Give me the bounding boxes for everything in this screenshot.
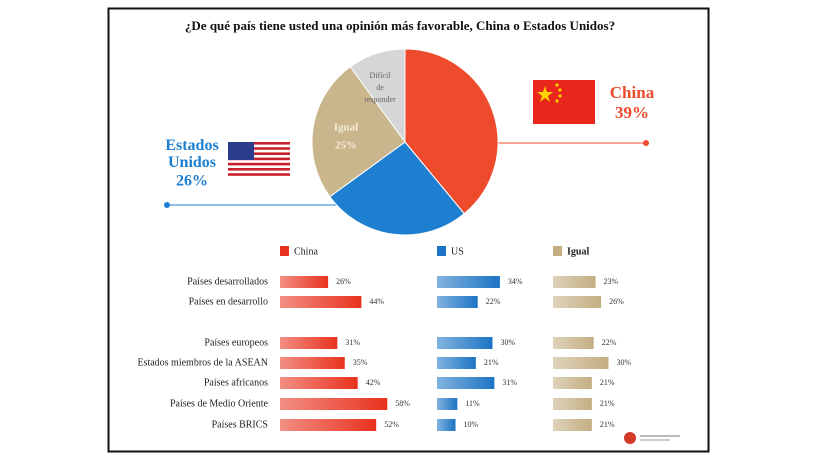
bar-value-label: 22% <box>486 297 501 306</box>
bar-value-label: 44% <box>369 297 384 306</box>
connector-dot <box>643 140 649 146</box>
legend-swatch <box>553 246 562 256</box>
bar-value-label: 42% <box>366 378 381 387</box>
slice-label: Estados Unidos <box>165 137 218 171</box>
bar <box>280 377 358 389</box>
bar <box>437 377 495 389</box>
row-label: Países africanos <box>204 377 268 388</box>
bar-value-label: 31% <box>502 378 517 387</box>
pie-slice <box>311 66 406 198</box>
bar <box>280 337 338 349</box>
logo <box>624 432 680 444</box>
legend-label: US <box>451 246 464 257</box>
bar <box>280 296 362 308</box>
bar-value-label: 30% <box>617 358 632 367</box>
bar <box>280 276 329 288</box>
bar <box>437 357 476 369</box>
bar <box>553 377 592 389</box>
bar <box>437 337 493 349</box>
bar-value-label: 21% <box>600 378 615 387</box>
row-label: Países de Medio Oriente <box>170 398 269 409</box>
china-flag <box>533 80 595 124</box>
slice-value-label: 26% <box>176 173 208 190</box>
row-label: Países en desarrollo <box>189 296 268 307</box>
bar <box>437 398 458 410</box>
bar <box>553 337 594 349</box>
bar-value-label: 21% <box>484 358 499 367</box>
bar <box>437 276 500 288</box>
bar-value-label: 26% <box>336 277 351 286</box>
row-label: Estados miembros de la ASEAN <box>137 357 268 368</box>
bar-value-label: 22% <box>602 338 617 347</box>
bar <box>553 419 592 431</box>
legend-swatch <box>280 246 289 256</box>
legend-label: Igual <box>567 246 589 257</box>
bar-value-label: 30% <box>501 338 516 347</box>
bar-value-label: 34% <box>508 277 523 286</box>
row-label: Países europeos <box>204 337 268 348</box>
slice-label: China <box>610 83 655 102</box>
connector-dot <box>164 202 170 208</box>
pie-slice <box>404 48 499 215</box>
bar <box>280 398 388 410</box>
pie-slice <box>329 141 465 236</box>
bar-value-label: 21% <box>600 420 615 429</box>
bar-value-label: 21% <box>600 399 615 408</box>
bar <box>553 357 609 369</box>
slice-value-label: 25% <box>335 140 357 152</box>
chart-title: ¿De qué país tiene usted una opinión más… <box>185 18 615 33</box>
bar <box>280 357 345 369</box>
bar-value-label: 26% <box>609 297 624 306</box>
bar <box>553 276 596 288</box>
bar-value-label: 35% <box>353 358 368 367</box>
bar <box>553 296 602 308</box>
row-label: Países BRICS <box>212 419 268 430</box>
bar-value-label: 52% <box>384 420 399 429</box>
pie-slice <box>349 48 406 144</box>
bar <box>437 296 478 308</box>
bar-value-label: 10% <box>464 420 479 429</box>
bar <box>553 398 592 410</box>
row-label: Países desarrollados <box>187 276 268 287</box>
slice-label: Difícil de responder <box>364 71 396 104</box>
slice-value-label: 39% <box>615 103 649 122</box>
bar-value-label: 58% <box>395 399 410 408</box>
bar <box>437 419 456 431</box>
bar-value-label: 31% <box>345 338 360 347</box>
us-flag <box>228 142 290 176</box>
legend-swatch <box>437 246 446 256</box>
bar-value-label: 23% <box>604 277 619 286</box>
bar <box>280 419 377 431</box>
bar-value-label: 11% <box>465 399 480 408</box>
slice-label: Igual <box>334 122 358 134</box>
legend-label: China <box>294 246 318 257</box>
